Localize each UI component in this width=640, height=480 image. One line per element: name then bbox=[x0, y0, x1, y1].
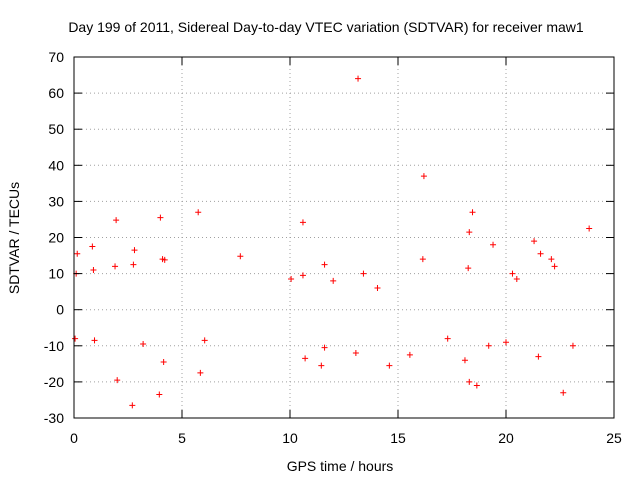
data-point bbox=[551, 263, 558, 270]
data-point bbox=[535, 353, 542, 360]
data-point bbox=[114, 377, 121, 384]
x-tick-label: 0 bbox=[70, 430, 78, 446]
data-point bbox=[569, 342, 576, 349]
x-tick-label: 20 bbox=[498, 430, 514, 446]
data-point bbox=[465, 265, 472, 272]
y-axis-label: SDTVAR / TECUs bbox=[6, 182, 22, 294]
y-tick-label: 20 bbox=[48, 230, 64, 246]
data-point bbox=[156, 391, 163, 398]
data-point bbox=[113, 217, 120, 224]
data-point bbox=[130, 261, 137, 268]
data-point bbox=[195, 209, 202, 216]
data-point bbox=[161, 256, 168, 263]
data-point bbox=[72, 335, 79, 342]
data-point bbox=[509, 270, 516, 277]
data-point bbox=[330, 277, 337, 284]
y-tick-label: -10 bbox=[44, 338, 64, 354]
data-point bbox=[89, 243, 96, 250]
chart-title: Day 199 of 2011, Sidereal Day-to-day VTE… bbox=[68, 19, 584, 35]
data-point bbox=[531, 238, 538, 245]
data-point bbox=[466, 378, 473, 385]
data-point bbox=[513, 276, 520, 283]
x-tick-label: 25 bbox=[606, 430, 622, 446]
data-point bbox=[490, 241, 497, 248]
data-point bbox=[129, 402, 136, 409]
data-point bbox=[586, 225, 593, 232]
data-point bbox=[321, 344, 328, 351]
x-axis-label: GPS time / hours bbox=[287, 458, 394, 474]
y-tick-label: 10 bbox=[48, 266, 64, 282]
data-point bbox=[386, 362, 393, 369]
data-point bbox=[160, 359, 167, 366]
data-point bbox=[560, 389, 567, 396]
y-tick-label: -20 bbox=[44, 374, 64, 390]
y-tick-label: 50 bbox=[48, 121, 64, 137]
data-point bbox=[461, 357, 468, 364]
data-point bbox=[112, 263, 119, 270]
data-point bbox=[355, 75, 362, 82]
y-tick-label: 60 bbox=[48, 85, 64, 101]
y-tick-label: 0 bbox=[56, 302, 64, 318]
data-point bbox=[74, 250, 81, 257]
data-point bbox=[321, 261, 328, 268]
data-point bbox=[140, 340, 147, 347]
data-point bbox=[466, 229, 473, 236]
y-tick-label: -30 bbox=[44, 410, 64, 426]
data-point bbox=[420, 173, 427, 180]
data-point bbox=[406, 351, 413, 358]
data-point bbox=[201, 337, 208, 344]
data-point bbox=[419, 256, 426, 263]
x-tick-label: 10 bbox=[282, 430, 298, 446]
data-point bbox=[360, 270, 367, 277]
data-point bbox=[374, 285, 381, 292]
data-point bbox=[503, 339, 509, 346]
grid-lines bbox=[74, 57, 614, 418]
y-tick-label: 30 bbox=[48, 193, 64, 209]
axis-ticks: 0 5 10 15 20 25 -30 -20 -10 0 10 20 30 40 50 60 70 bbox=[44, 49, 622, 446]
data-point bbox=[91, 337, 98, 344]
data-point bbox=[318, 362, 325, 369]
y-tick-label: 70 bbox=[48, 49, 64, 65]
data-point bbox=[537, 250, 544, 257]
data-points bbox=[72, 75, 593, 409]
x-tick-label: 15 bbox=[390, 430, 406, 446]
y-tick-label: 40 bbox=[48, 157, 64, 173]
data-point bbox=[302, 355, 309, 362]
data-point bbox=[90, 266, 97, 273]
data-point bbox=[157, 214, 164, 221]
data-point bbox=[548, 256, 555, 263]
data-point bbox=[197, 369, 204, 376]
data-point bbox=[444, 335, 451, 342]
data-point bbox=[288, 276, 295, 283]
data-point bbox=[131, 247, 138, 254]
x-tick-label: 5 bbox=[178, 430, 186, 446]
data-point bbox=[299, 272, 306, 279]
data-point bbox=[473, 382, 480, 389]
data-point bbox=[299, 219, 306, 226]
data-point bbox=[469, 209, 476, 216]
data-point bbox=[485, 342, 492, 349]
data-point bbox=[352, 350, 359, 357]
data-point bbox=[237, 253, 244, 260]
